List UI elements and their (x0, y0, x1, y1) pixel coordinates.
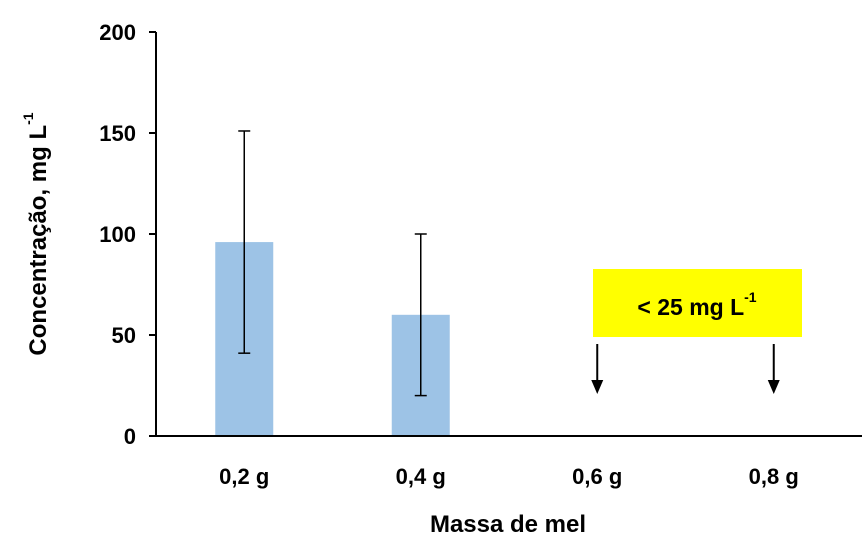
y-ticks-layer: 0 50 100 150 200 (99, 20, 156, 449)
y-axis-title: Concentração, mg L-1 (20, 112, 52, 355)
x-tick-label-3: 0,8 g (749, 464, 799, 489)
arrows-layer (591, 344, 780, 394)
annotation-box: < 25 mg L-1 (593, 269, 802, 337)
y-tick-label-2: 100 (99, 222, 136, 247)
y-tick-label-1: 50 (112, 323, 136, 348)
y-tick-label-4: 200 (99, 20, 136, 45)
y-axis-title-sup: -1 (20, 112, 36, 125)
bars-layer (215, 242, 450, 436)
x-tick-label-2: 0,6 g (572, 464, 622, 489)
x-tick-label-1: 0,4 g (396, 464, 446, 489)
x-tick-label-0: 0,2 g (219, 464, 269, 489)
x-ticks-layer: 0,2 g 0,4 g 0,6 g 0,8 g (219, 464, 799, 489)
y-axis-title-main: Concentração, mg L (25, 125, 52, 356)
arrow-head-1 (767, 380, 780, 394)
annotation-text-main: < 25 mg L (637, 294, 744, 320)
arrow-head-0 (591, 380, 604, 394)
x-axis-title: Massa de mel (430, 511, 586, 538)
annotation-text-sup: -1 (744, 289, 757, 305)
error-bars-layer (238, 130, 427, 397)
y-tick-label-3: 150 (99, 121, 136, 146)
annotation-background (593, 269, 802, 337)
annotation-text: < 25 mg L-1 (637, 289, 756, 320)
y-tick-label-0: 0 (124, 424, 136, 449)
